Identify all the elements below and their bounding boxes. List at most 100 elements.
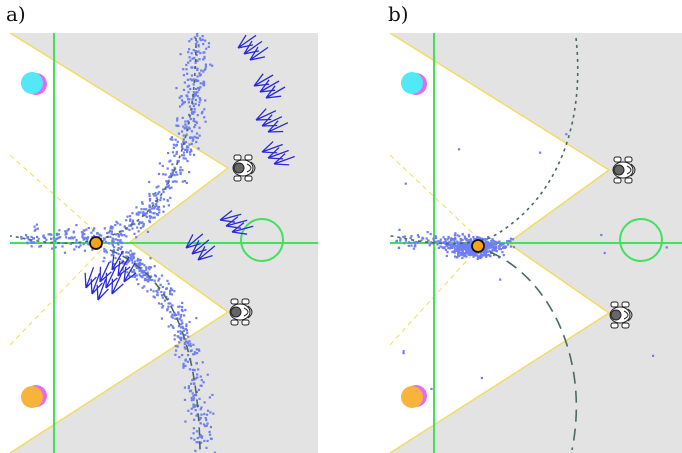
sample-point: [486, 241, 489, 244]
sample-point: [110, 230, 113, 233]
sample-point: [171, 163, 174, 166]
velocity-arrow-icon: [96, 279, 109, 301]
sample-point: [123, 234, 126, 237]
sample-point: [159, 196, 163, 199]
sample-point: [207, 42, 211, 45]
sample-point: [135, 212, 138, 215]
sample-point: [189, 344, 192, 348]
sample-point: [163, 291, 166, 294]
sample-point: [162, 210, 165, 213]
sample-point: [187, 387, 190, 390]
sample-point: [198, 58, 201, 61]
sample-point: [399, 237, 402, 240]
sample-point: [127, 251, 130, 254]
sample-point: [485, 255, 488, 258]
sample-point: [148, 219, 151, 222]
sample-point: [155, 186, 158, 189]
sample-point: [153, 265, 156, 268]
sample-point: [495, 243, 498, 246]
sample-point: [443, 247, 446, 250]
sample-point: [35, 235, 39, 238]
sample-point: [181, 301, 184, 305]
sample-point: [200, 436, 204, 439]
sample-point: [197, 348, 200, 351]
sample-point: [83, 229, 86, 232]
sample-point: [140, 275, 143, 278]
sample-point: [453, 234, 456, 237]
sample-point: [125, 255, 128, 258]
sample-point: [117, 246, 120, 250]
sample-point: [174, 353, 177, 356]
sample-point: [439, 238, 442, 241]
sample-point: [469, 253, 472, 256]
sample-point: [203, 68, 206, 72]
sample-point: [73, 248, 76, 251]
sample-point: [136, 259, 139, 262]
sample-point: [83, 233, 86, 236]
sample-point: [188, 344, 191, 347]
sample-point: [30, 245, 33, 248]
sample-point: [209, 63, 212, 66]
velocity-arrow-icon: [185, 233, 204, 249]
sample-point: [209, 425, 213, 429]
sample-point: [196, 91, 199, 94]
sample-point: [157, 172, 161, 176]
sample-point: [199, 408, 202, 411]
sample-point: [430, 387, 433, 391]
sample-point: [412, 241, 415, 244]
sample-point: [69, 242, 72, 246]
sample-point: [204, 99, 207, 102]
sample-point: [121, 229, 124, 233]
sample-point: [437, 240, 440, 243]
sample-point: [187, 84, 190, 87]
sample-point: [177, 311, 180, 314]
sample-point: [453, 241, 457, 244]
sample-point: [29, 239, 32, 242]
sample-point: [414, 242, 417, 245]
sample-point: [195, 50, 199, 54]
sample-point: [182, 74, 186, 77]
sample-point: [202, 70, 205, 73]
sample-point: [169, 287, 173, 290]
sample-point: [173, 290, 176, 293]
goal-circle-icon: [619, 218, 663, 262]
sample-point: [57, 233, 60, 236]
sample-point: [193, 351, 196, 354]
sample-point: [146, 271, 149, 274]
sample-point: [132, 256, 135, 259]
sample-point: [538, 151, 542, 154]
sample-point: [158, 191, 161, 194]
sample-point: [185, 323, 188, 326]
sample-point: [114, 257, 117, 260]
sample-point: [101, 239, 104, 243]
velocity-arrow-icon: [117, 256, 131, 277]
sample-point: [194, 78, 197, 81]
sample-point: [86, 236, 90, 239]
sample-point: [417, 241, 420, 244]
sample-point: [187, 146, 190, 149]
sample-point: [179, 337, 182, 341]
sample-point: [30, 241, 33, 244]
marker-orange: [21, 386, 43, 408]
sample-point: [33, 229, 36, 232]
sample-point: [491, 245, 494, 248]
sample-point: [194, 61, 197, 64]
sample-point: [174, 344, 177, 348]
sample-point: [209, 437, 213, 440]
sample-point: [173, 338, 176, 341]
sample-point: [459, 251, 463, 254]
sample-point: [447, 235, 450, 239]
sample-point: [141, 269, 144, 272]
sample-point: [467, 239, 470, 242]
sample-point: [404, 239, 408, 242]
sample-point: [439, 245, 442, 248]
sample-point: [137, 211, 140, 214]
sample-point: [459, 252, 463, 256]
sample-point: [133, 271, 136, 274]
sample-point: [150, 278, 154, 282]
sample-point: [86, 237, 89, 240]
sample-point: [495, 246, 498, 249]
sample-point: [439, 240, 442, 243]
sample-point: [509, 237, 513, 240]
sample-point: [184, 338, 187, 341]
